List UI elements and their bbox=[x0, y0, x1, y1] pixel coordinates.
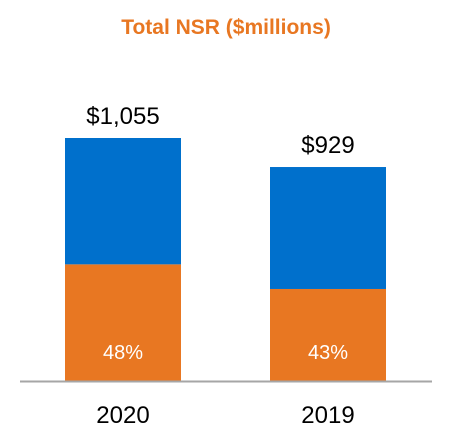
bar-segment-2020-lower bbox=[65, 264, 181, 381]
total-label-2020: $1,055 bbox=[86, 103, 159, 130]
bar-segment-2019-upper bbox=[270, 167, 386, 289]
chart-title: Total NSR ($millions) bbox=[121, 16, 331, 39]
segment-label-2019: 43% bbox=[308, 342, 348, 364]
segment-label-2020: 48% bbox=[103, 342, 143, 364]
x-tick-label-2020: 2020 bbox=[96, 402, 149, 429]
x-tick-label-2019: 2019 bbox=[301, 402, 354, 429]
total-label-2019: $929 bbox=[301, 132, 354, 159]
bar-segment-2019-lower bbox=[270, 288, 386, 381]
bar-segment-2020-upper bbox=[65, 138, 181, 265]
